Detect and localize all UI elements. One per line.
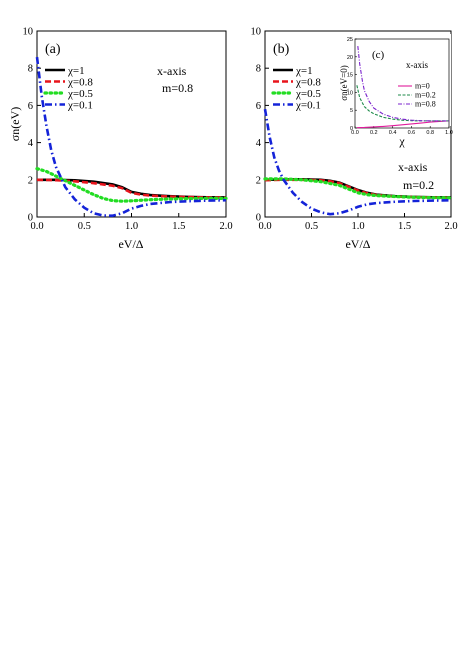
inset-c-legend: m=0m=0.2m=0.8 — [398, 82, 436, 109]
inset-c-ylabel: σn(eV=0) — [339, 65, 349, 100]
panel-b-y-tick-label: 8 — [256, 64, 261, 75]
panel-a-annotation-m: m=0.8 — [162, 81, 193, 95]
inset-c-x-tick-label: 0.8 — [426, 130, 434, 136]
inset-c-y-tick-label: 5 — [350, 108, 353, 114]
panel-a-y-tick-label: 6 — [28, 101, 33, 112]
inset-c: 0.0 0.2 0.4 0.6 0.8 1.0 0 5 10 15 20 25 (c) x-axis… — [339, 34, 453, 148]
inset-c-y-tick-label: 10 — [347, 90, 353, 96]
panel-b-x-tick-label: 1.5 — [398, 221, 411, 232]
panel-b-y-ticks: 0 2 4 6 8 10 — [251, 27, 269, 224]
panel-a-x-tick-label: 1.5 — [172, 221, 185, 232]
panel-a-y-tick-label: 8 — [28, 64, 33, 75]
panel-a-x-ticks: 0.0 0.5 1.0 1.5 2.0 — [30, 213, 233, 232]
panel-a-y-tick-label: 4 — [28, 138, 34, 149]
inset-c-series-2 — [357, 46, 449, 122]
panel-b-y-tick-label: 4 — [256, 138, 262, 149]
inset-c-annotation: x-axis — [406, 60, 428, 70]
panel-b-legend: χ=1χ=0.8χ=0.5χ=0.1 — [271, 65, 321, 112]
inset-c-label: (c) — [372, 49, 385, 61]
panel-b-series-2 — [263, 177, 453, 200]
inset-c-series — [356, 46, 450, 129]
panel-a-y-tick-label: 10 — [23, 27, 34, 38]
panel-a-legend-label: χ=0.1 — [67, 100, 93, 112]
panel-b-legend-label: χ=0.5 — [295, 88, 321, 100]
inset-c-legend-label: m=0.2 — [415, 91, 436, 100]
panel-a: 0.0 0.5 1.0 1.5 2.0 0 2 4 6 8 10 (a) x-axis m=0.8… — [8, 27, 233, 252]
panel-b: 0.0 0.5 1.0 1.5 2.0 0 2 4 6 8 10 (b) x-axis m=0.2… — [251, 27, 458, 252]
panel-a-series-2 — [35, 167, 228, 203]
panel-b-legend-label: χ=1 — [295, 65, 313, 77]
panel-b-x-ticks: 0.0 0.5 1.0 1.5 2.0 — [258, 213, 458, 232]
panel-b-xlabel: eV/Δ — [345, 237, 370, 251]
panel-a-legend: χ=1χ=0.8χ=0.5χ=0.1 — [43, 65, 93, 112]
panel-b-x-tick-label: 1.0 — [351, 221, 364, 232]
panel-a-annotation-axis: x-axis — [157, 64, 187, 78]
inset-c-y-tick-label: 15 — [347, 73, 353, 79]
panel-b-y-tick-label: 10 — [251, 27, 262, 38]
panel-b-annotation-axis: x-axis — [398, 160, 428, 174]
panel-b-annotation-m: m=0.2 — [403, 178, 434, 192]
panel-b-label: (b) — [273, 42, 290, 57]
panel-b-y-tick-label: 0 — [256, 213, 261, 224]
panel-a-x-tick-label: 2.0 — [219, 221, 232, 232]
inset-c-x-tick-label: 1.0 — [445, 130, 453, 136]
inset-c-legend-label: m=0 — [415, 82, 430, 91]
inset-c-x-tick-label: 0.6 — [408, 130, 416, 136]
panel-a-label: (a) — [45, 42, 61, 57]
panel-a-series-3 — [35, 56, 227, 218]
panel-a-legend-label: χ=1 — [67, 65, 85, 77]
panel-a-y-ticks: 0 2 4 6 8 10 — [23, 27, 41, 224]
inset-c-series-0 — [356, 120, 450, 129]
panel-a-x-tick-label: 0.0 — [30, 221, 43, 232]
panel-a-legend-label: χ=0.5 — [67, 88, 93, 100]
inset-c-x-tick-label: 0.0 — [351, 130, 359, 136]
inset-c-y-tick-label: 0 — [350, 126, 353, 132]
panel-b-series — [263, 108, 453, 216]
inset-c-y-tick-label: 20 — [347, 55, 353, 61]
panel-b-x-tick-label: 0.5 — [305, 221, 318, 232]
panel-b-y-tick-label: 6 — [256, 101, 261, 112]
panel-b-y-tick-label: 2 — [256, 175, 261, 186]
inset-c-xlabel: χ — [398, 134, 405, 148]
inset-c-y-ticks: 0 5 10 15 20 25 — [347, 37, 357, 132]
inset-c-legend-label: m=0.8 — [415, 100, 436, 109]
panel-a-x-tick-label: 0.5 — [78, 221, 91, 232]
panel-a-y-tick-label: 0 — [28, 213, 33, 224]
inset-c-x-ticks: 0.0 0.2 0.4 0.6 0.8 1.0 — [351, 126, 453, 136]
inset-c-x-tick-label: 0.2 — [370, 130, 378, 136]
panel-b-legend-label: χ=0.8 — [295, 77, 321, 89]
panel-b-series-3 — [263, 108, 452, 216]
panel-b-legend-label: χ=0.1 — [295, 100, 321, 112]
inset-c-frame — [354, 38, 450, 129]
panel-a-series — [35, 56, 228, 218]
panel-a-x-tick-label: 1.0 — [125, 221, 138, 232]
inset-c-background — [339, 34, 451, 126]
inset-c-y-tick-label: 25 — [347, 37, 353, 43]
panel-a-y-tick-label: 2 — [28, 175, 33, 186]
panel-a-xlabel: eV/Δ — [118, 237, 143, 251]
panel-b-x-tick-label: 2.0 — [444, 221, 457, 232]
panel-a-series-1 — [36, 178, 227, 199]
inset-c-x-tick-label: 0.4 — [389, 130, 397, 136]
panel-a-ylabel: σn(eV) — [8, 107, 22, 141]
panel-b-x-tick-label: 0.0 — [258, 221, 271, 232]
panel-a-legend-label: χ=0.8 — [67, 77, 93, 89]
